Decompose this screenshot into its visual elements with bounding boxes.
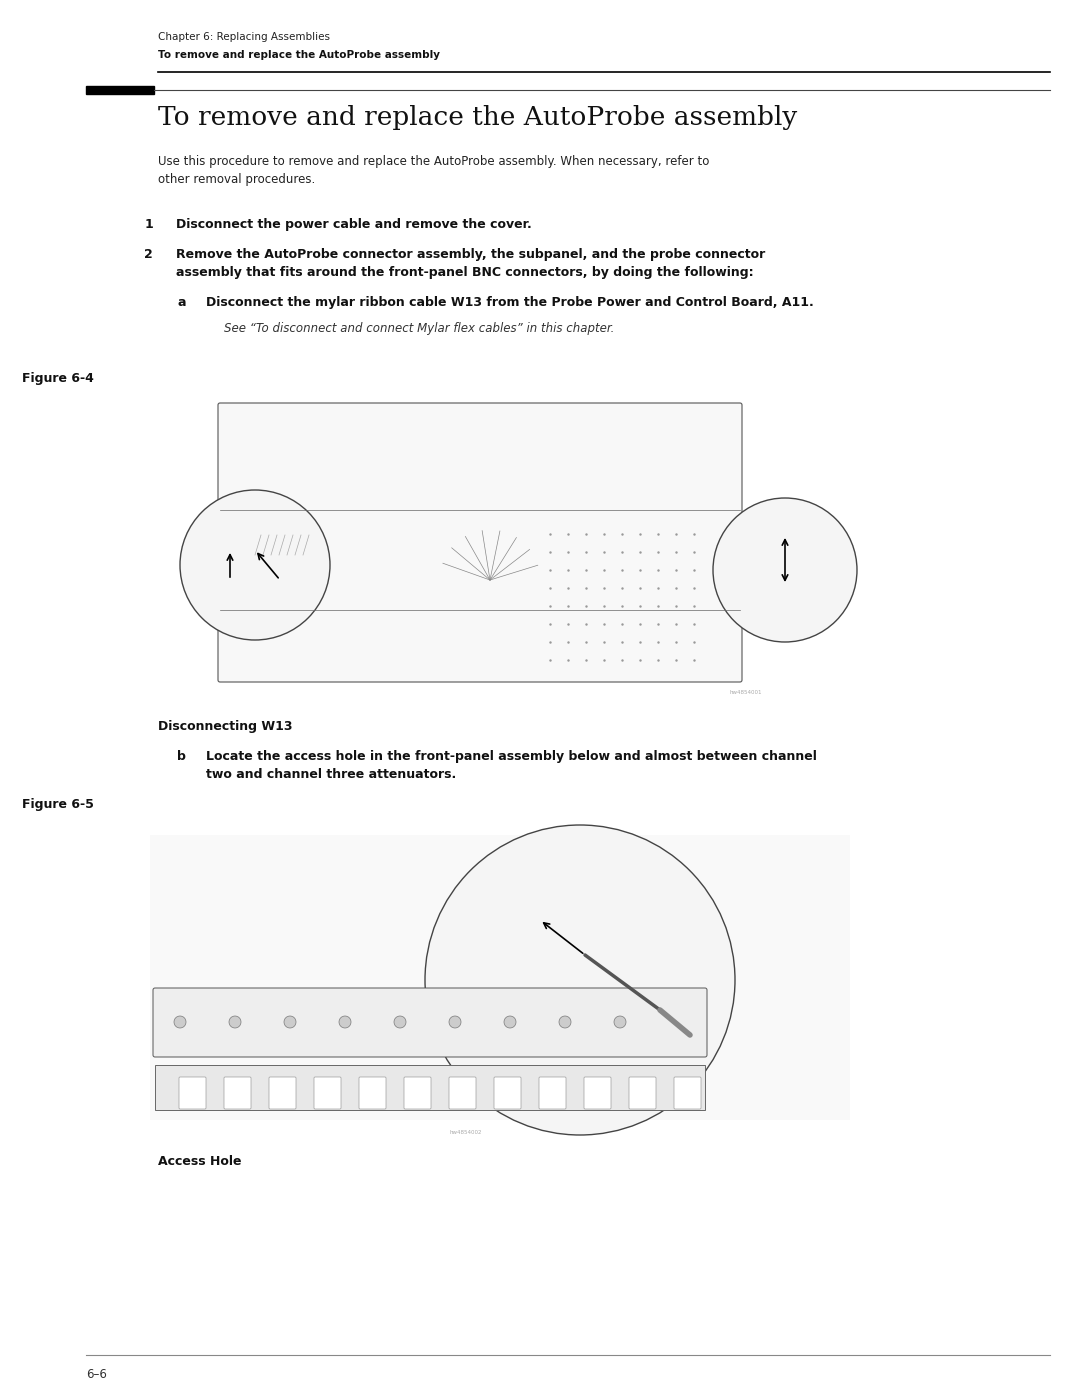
FancyBboxPatch shape (494, 1077, 521, 1109)
Text: 1: 1 (145, 218, 153, 231)
Text: To remove and replace the AutoProbe assembly: To remove and replace the AutoProbe asse… (158, 50, 440, 60)
Text: Disconnect the mylar ribbon cable W13 from the Probe Power and Control Board, A1: Disconnect the mylar ribbon cable W13 fr… (206, 296, 813, 309)
Text: Chapter 6: Replacing Assemblies: Chapter 6: Replacing Assemblies (158, 32, 330, 42)
Circle shape (449, 1016, 461, 1028)
Circle shape (559, 1016, 571, 1028)
FancyBboxPatch shape (218, 402, 742, 682)
Circle shape (174, 1016, 186, 1028)
Circle shape (339, 1016, 351, 1028)
Text: Disconnect the power cable and remove the cover.: Disconnect the power cable and remove th… (176, 218, 531, 231)
Circle shape (180, 490, 330, 640)
Text: Figure 6-4: Figure 6-4 (22, 372, 94, 386)
Text: b: b (177, 750, 186, 763)
FancyBboxPatch shape (314, 1077, 341, 1109)
Text: Use this procedure to remove and replace the AutoProbe assembly. When necessary,: Use this procedure to remove and replace… (158, 155, 710, 186)
Text: Disconnecting W13: Disconnecting W13 (158, 719, 293, 733)
Circle shape (713, 497, 858, 643)
Bar (86, 87, 154, 94)
Circle shape (426, 826, 735, 1134)
Text: Locate the access hole in the front-panel assembly below and almost between chan: Locate the access hole in the front-pane… (206, 750, 816, 781)
FancyBboxPatch shape (404, 1077, 431, 1109)
FancyBboxPatch shape (584, 1077, 611, 1109)
FancyBboxPatch shape (539, 1077, 566, 1109)
Text: 6–6: 6–6 (86, 1368, 107, 1382)
Text: Remove the AutoProbe connector assembly, the subpanel, and the probe connector
a: Remove the AutoProbe connector assembly,… (176, 249, 766, 278)
FancyBboxPatch shape (674, 1077, 701, 1109)
FancyBboxPatch shape (153, 988, 707, 1058)
Text: See “To disconnect and connect Mylar flex cables” in this chapter.: See “To disconnect and connect Mylar fle… (224, 321, 615, 335)
Circle shape (394, 1016, 406, 1028)
FancyBboxPatch shape (269, 1077, 296, 1109)
Text: hw4854001: hw4854001 (730, 690, 762, 694)
FancyBboxPatch shape (150, 835, 850, 1120)
FancyBboxPatch shape (359, 1077, 386, 1109)
FancyBboxPatch shape (629, 1077, 656, 1109)
FancyBboxPatch shape (224, 1077, 251, 1109)
FancyBboxPatch shape (179, 1077, 206, 1109)
Text: To remove and replace the AutoProbe assembly: To remove and replace the AutoProbe asse… (158, 105, 797, 130)
FancyBboxPatch shape (156, 1065, 705, 1111)
Text: a: a (177, 296, 186, 309)
Text: Figure 6-5: Figure 6-5 (22, 798, 94, 812)
Circle shape (229, 1016, 241, 1028)
Circle shape (504, 1016, 516, 1028)
FancyBboxPatch shape (449, 1077, 476, 1109)
Text: hw4854002: hw4854002 (450, 1130, 483, 1134)
Circle shape (284, 1016, 296, 1028)
Text: Access Hole: Access Hole (158, 1155, 242, 1168)
Text: 2: 2 (145, 249, 153, 261)
Circle shape (615, 1016, 626, 1028)
